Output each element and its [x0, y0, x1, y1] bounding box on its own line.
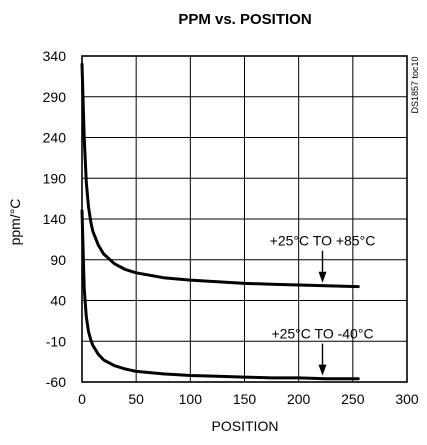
annotation-arrowhead — [318, 364, 327, 376]
x-tick-label: 0 — [78, 391, 86, 407]
series-line-2 — [80, 209, 360, 381]
y-tick-label: 290 — [43, 89, 67, 105]
chart-title: PPM vs. POSITION — [178, 11, 311, 28]
y-tick-label: 190 — [43, 170, 67, 186]
y-axis-label: ppm/°C — [7, 199, 23, 246]
annotation-label: +25°C TO +85°C — [270, 233, 376, 249]
y-tick-labels: 340 290 240 190 140 90 40 -10 -60 — [43, 48, 67, 390]
series-line-1 — [80, 62, 360, 289]
annotation-label: +25°C TO -40°C — [271, 326, 373, 342]
y-tick-label: -10 — [46, 333, 66, 349]
y-tick-label: 40 — [50, 293, 66, 309]
y-tick-label: 240 — [43, 130, 67, 146]
x-tick-label: 250 — [341, 391, 365, 407]
x-tick-label: 300 — [395, 391, 419, 407]
annotations: +25°C TO +85°C +25°C TO -40°C — [270, 233, 376, 376]
y-tick-label: 90 — [50, 252, 66, 268]
y-tick-label: -60 — [46, 374, 66, 390]
figure-id-label: DS1857 toc10 — [410, 56, 420, 113]
y-tick-label: 340 — [43, 48, 67, 64]
series-layer — [80, 62, 360, 381]
y-tick-label: 140 — [43, 211, 67, 227]
grid — [81, 55, 408, 383]
x-tick-label: 100 — [179, 391, 203, 407]
x-axis-label: POSITION — [212, 418, 279, 434]
x-tick-labels: 0 50 100 150 200 250 300 — [78, 391, 419, 407]
x-tick-label: 200 — [287, 391, 311, 407]
x-tick-label: 150 — [233, 391, 257, 407]
annotation-arrowhead — [318, 271, 327, 283]
x-tick-label: 50 — [128, 391, 144, 407]
